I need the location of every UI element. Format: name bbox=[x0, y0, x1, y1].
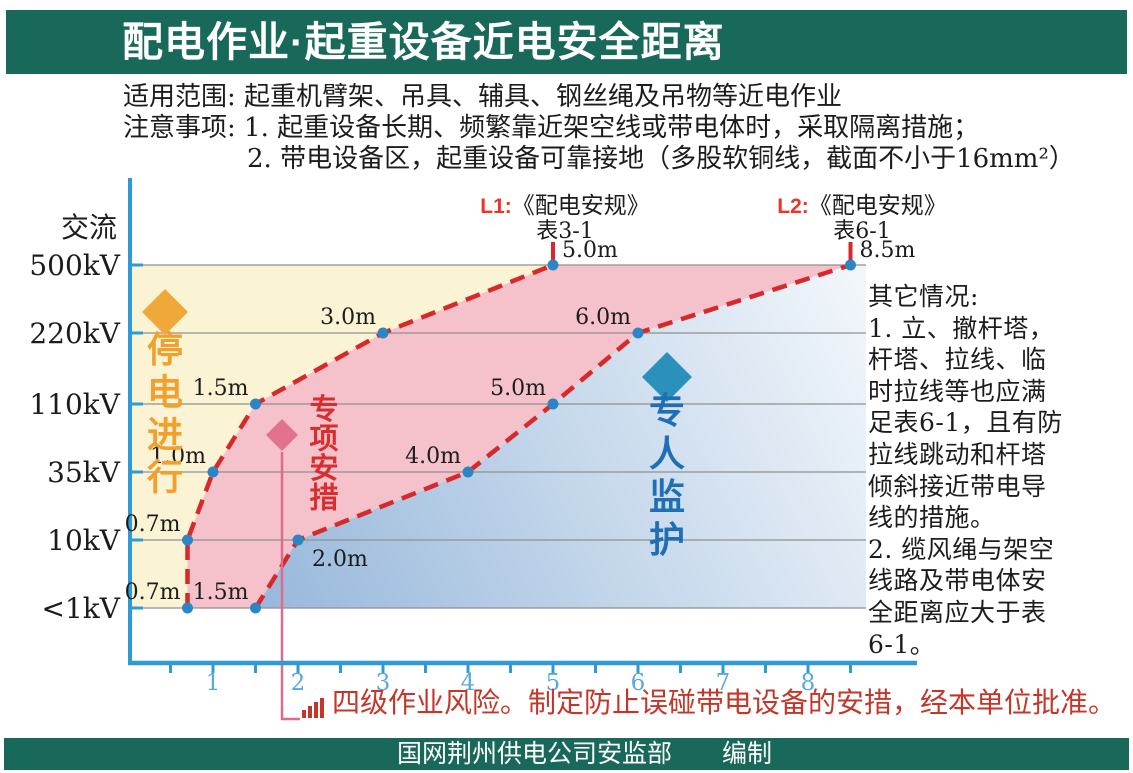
region-diamond-icon bbox=[142, 289, 188, 335]
caution-note-line-1: 注意事项: 1. 起重设备长期、频繁靠近架空线或带电体时，采取隔离措施； bbox=[123, 113, 980, 143]
note-line: 足表6-1，且有防 bbox=[868, 408, 1063, 438]
region-outage bbox=[130, 265, 553, 608]
note-line: 倾斜接近带电导 bbox=[868, 471, 1047, 501]
note-line: 线路及带电体安 bbox=[868, 566, 1047, 596]
note-line: 拉线跳动和杆塔 bbox=[868, 439, 1047, 469]
series-line-L1 bbox=[185, 262, 554, 608]
region-label-char: 进 bbox=[147, 414, 183, 456]
x-axis-label: 3 bbox=[376, 670, 391, 696]
risk-level-bars-icon bbox=[302, 698, 326, 718]
data-point bbox=[547, 398, 559, 410]
data-point-label: 5.0m bbox=[562, 238, 618, 263]
caution-note-line-2: 2. 带电设备区，起重设备可靠接地（多股软铜线，截面不小于16mm²） bbox=[247, 144, 1075, 174]
x-axis-label: 5 bbox=[546, 670, 561, 696]
data-point bbox=[845, 259, 856, 271]
region-label-char: 安 bbox=[309, 451, 338, 485]
risk-annotation-text: 四级作业风险。制定防止误碰带电设备的安措，经本单位批准。 bbox=[332, 686, 1117, 719]
y-axis-label: 35kV bbox=[47, 456, 121, 489]
x-axis-label: 8 bbox=[801, 670, 816, 696]
data-point bbox=[182, 602, 193, 614]
footer-bar: 国网荆州供电公司安监部 编制 bbox=[4, 738, 1129, 770]
data-point-label: 1.5m bbox=[193, 580, 249, 605]
risk-annotation: 四级作业风险。制定防止误碰带电设备的安措，经本单位批准。 bbox=[302, 686, 1116, 721]
y-axis-label: 220kV bbox=[29, 317, 120, 350]
region-label-char: 项 bbox=[309, 422, 338, 456]
data-point bbox=[207, 466, 219, 478]
legend-L2: L2:《配电安规》 bbox=[777, 193, 947, 219]
region-label-char: 专 bbox=[309, 392, 338, 426]
note-line: 2. 缆风绳与架空 bbox=[868, 534, 1055, 564]
page-title: 配电作业·起重设备近电安全距离 bbox=[122, 19, 725, 65]
series-line-L2 bbox=[253, 262, 852, 610]
y-axis-label: 10kV bbox=[47, 524, 121, 557]
region-label-char: 专 bbox=[649, 390, 685, 432]
data-point bbox=[292, 534, 304, 546]
data-point-label: 0.7m bbox=[125, 512, 181, 537]
data-point-label: 2.0m bbox=[312, 547, 368, 572]
data-point-label: 3.0m bbox=[320, 305, 376, 330]
x-axis-label: 6 bbox=[631, 670, 646, 696]
note-line: 杆塔、拉线、临 bbox=[868, 345, 1047, 375]
data-point-label: 4.0m bbox=[405, 444, 461, 469]
note-line: 线的措施。 bbox=[868, 503, 996, 533]
data-point bbox=[632, 327, 644, 339]
y-axis-title: 交流 bbox=[61, 211, 117, 244]
region-special-measures bbox=[187, 265, 851, 608]
data-point-label: 5.0m bbox=[490, 376, 546, 401]
data-point bbox=[250, 602, 261, 614]
y-axis-label: 500kV bbox=[29, 249, 120, 282]
footer-credit: 国网荆州供电公司安监部 编制 bbox=[397, 740, 773, 768]
region-diamond-icon bbox=[642, 352, 692, 402]
data-point bbox=[462, 466, 474, 478]
data-point-label: 1.0m bbox=[150, 444, 206, 469]
scope-note-line: 适用范围: 起重机臂架、吊具、辅具、钢丝绳及吊物等近电作业 bbox=[123, 82, 843, 112]
data-point-label: 6.0m bbox=[575, 305, 631, 330]
region-label-char: 电 bbox=[147, 372, 183, 414]
y-axis-label: <1kV bbox=[42, 592, 121, 625]
legend-L1: L1:《配电安规》 bbox=[480, 193, 650, 219]
note-line: 6-1。 bbox=[868, 629, 936, 659]
region-monitored bbox=[255, 265, 866, 608]
risk-connector-line bbox=[280, 452, 300, 721]
note-line: 全距离应大于表 bbox=[868, 597, 1047, 627]
data-point bbox=[377, 327, 389, 339]
region-label-char: 人 bbox=[649, 433, 685, 475]
region-label-char: 措 bbox=[309, 481, 338, 515]
region-diamond-icon bbox=[266, 419, 298, 451]
other-cases-note: 其它情况: 1. 立、撤杆塔， 杆塔、拉线、临 时拉线等也应满 足表6-1，且有防 拉线跳… bbox=[868, 281, 1133, 660]
note-line: 其它情况: bbox=[868, 282, 979, 311]
data-point bbox=[182, 534, 193, 546]
x-axis-label: 1 bbox=[206, 670, 221, 696]
x-axis-label: 7 bbox=[716, 670, 731, 696]
data-point bbox=[547, 259, 559, 271]
legend-table-L2: 表6-1 bbox=[833, 219, 890, 244]
y-axis-label: 110kV bbox=[29, 388, 120, 421]
note-line: 时拉线等也应满 bbox=[868, 376, 1047, 406]
region-label-char: 护 bbox=[649, 519, 685, 561]
x-axis-label: 2 bbox=[291, 670, 306, 696]
legend-table-L1: 表3-1 bbox=[536, 219, 593, 244]
region-label-char: 停 bbox=[147, 329, 183, 371]
region-label-char: 行 bbox=[147, 457, 183, 499]
note-line: 1. 立、撤杆塔， bbox=[868, 313, 1055, 343]
region-label-char: 监 bbox=[649, 476, 685, 518]
data-point-label: 8.5m bbox=[860, 238, 916, 263]
x-axis-label: 4 bbox=[461, 670, 476, 696]
data-point-label: 0.7m bbox=[125, 580, 181, 605]
usage-notes: 适用范围: 起重机臂架、吊具、辅具、钢丝绳及吊物等近电作业 注意事项: 1. 起… bbox=[123, 82, 1075, 175]
data-point bbox=[250, 398, 261, 410]
data-point-label: 1.5m bbox=[193, 376, 249, 401]
title-bar: 配电作业·起重设备近电安全距离 bbox=[6, 10, 1127, 74]
